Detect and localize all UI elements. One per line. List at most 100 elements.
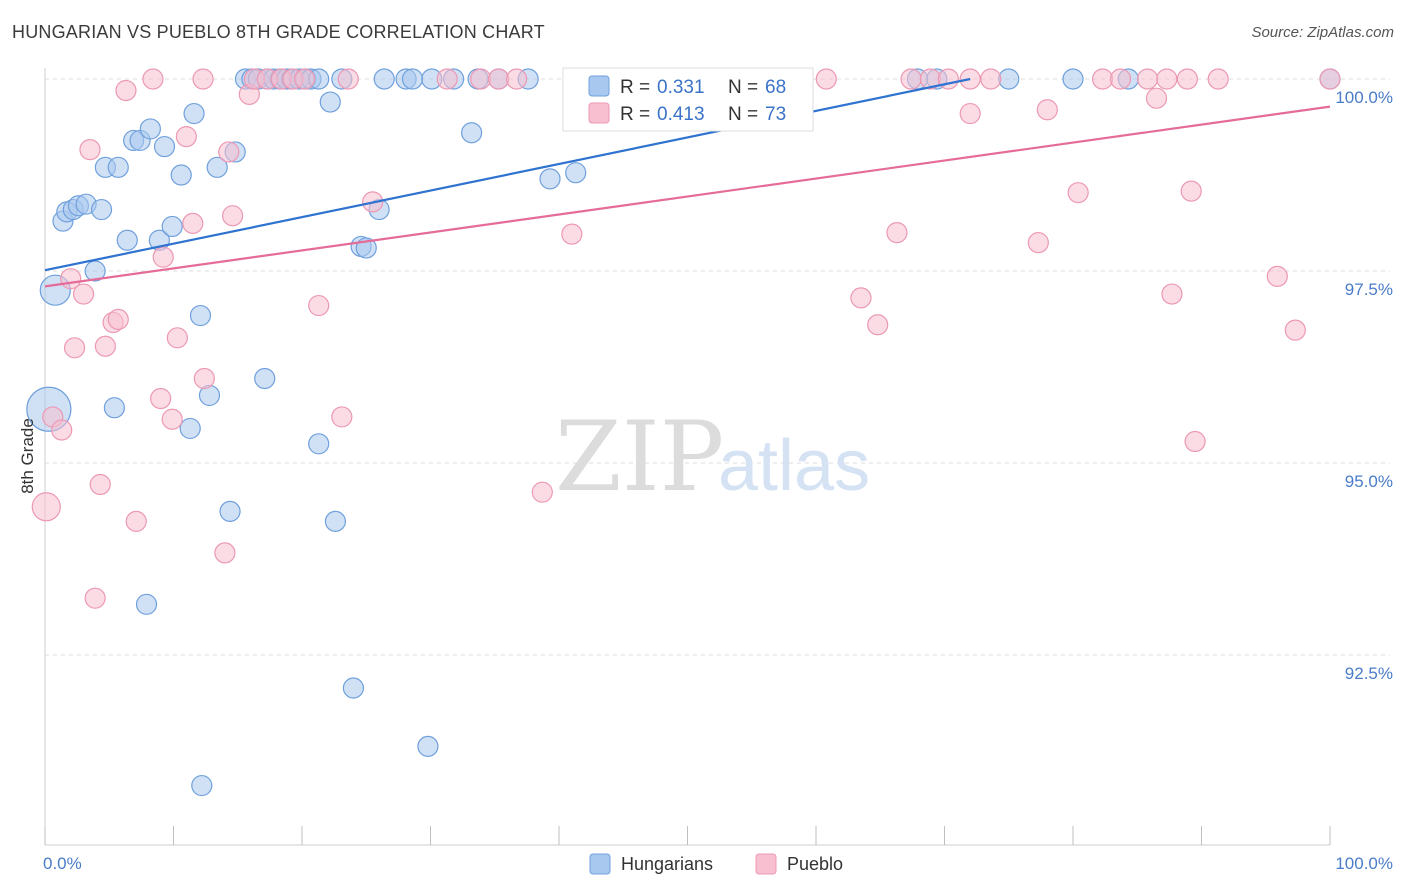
legend-r-label: R =: [620, 77, 650, 98]
hungarians-point: [998, 68, 1020, 90]
pueblo-point: [1161, 283, 1183, 305]
axes: [44, 68, 1331, 846]
pueblo-point: [193, 367, 215, 390]
pueblo-point: [182, 212, 204, 234]
bottom-legend-pueblo: Pueblo: [787, 854, 843, 874]
legend-n-value: 68: [765, 77, 786, 98]
hungarians-point: [189, 304, 212, 327]
pueblo-point: [1184, 430, 1206, 453]
pueblo-point: [1136, 68, 1159, 90]
pueblo-point: [161, 408, 183, 430]
y-tick-label: 97.5%: [1345, 280, 1393, 299]
pueblo-point: [72, 283, 95, 305]
hungarians-point: [565, 162, 587, 184]
pueblo-point: [214, 542, 236, 564]
hungarians-point: [153, 135, 176, 158]
legend-swatch-pueblo: [588, 102, 610, 124]
pueblo-point: [850, 287, 872, 309]
legend-swatch-hungarians: [588, 75, 610, 97]
hungarians-point: [161, 215, 183, 238]
trend-line-pueblo: [44, 105, 1331, 288]
pueblo-point: [63, 337, 86, 359]
pueblo-point: [166, 327, 188, 349]
bottom-legend: Hungarians Pueblo: [589, 853, 843, 875]
hungarians-point: [170, 164, 192, 186]
pueblo-point: [94, 335, 116, 357]
hungarians-point: [1062, 68, 1084, 90]
hungarians-point: [373, 68, 395, 90]
pueblo-point: [1091, 68, 1114, 90]
hungarians-point: [219, 500, 241, 522]
pueblo-point: [222, 205, 244, 227]
pueblo-point: [1036, 99, 1058, 121]
pueblo-point: [1109, 68, 1132, 90]
pueblo-point: [152, 246, 174, 268]
pueblo-point: [150, 387, 172, 410]
pueblo-point: [192, 68, 214, 90]
hungarians-point: [179, 417, 201, 440]
pueblo-point: [1145, 87, 1168, 109]
watermark: ZIP atlas: [555, 401, 870, 513]
pueblo-point: [84, 587, 106, 609]
pueblo-point: [1266, 265, 1288, 287]
pueblo-point: [470, 68, 492, 90]
pueblo-point: [1156, 68, 1178, 90]
pueblo-point: [1176, 68, 1198, 90]
legend-r-value: 0.413: [657, 104, 705, 125]
grid-lines: [45, 78, 1390, 656]
y-tick-label: 92.5%: [1345, 664, 1393, 683]
pueblo-point: [1027, 231, 1049, 254]
pueblo-point: [1207, 68, 1229, 90]
pueblo-point: [1284, 319, 1306, 341]
legend-n-label: N =: [728, 77, 758, 98]
hungarians-point: [254, 367, 276, 390]
pueblo-point: [1067, 182, 1089, 204]
watermark-atlas: atlas: [718, 426, 870, 506]
pueblo-point: [218, 141, 240, 163]
pueblo-point: [125, 510, 147, 532]
pueblo-point: [488, 68, 510, 90]
hungarians-point: [324, 510, 347, 532]
hungarians-point: [342, 677, 364, 699]
pueblo-point: [436, 68, 458, 90]
legend-n-label: N =: [728, 104, 758, 125]
hungarians-point: [461, 122, 483, 144]
pueblo-point: [980, 68, 1002, 90]
hungarians-point: [139, 118, 161, 140]
pueblo-point: [331, 406, 353, 428]
hungarians-point: [107, 156, 129, 178]
hungarians-point: [191, 774, 213, 797]
pueblo-point: [886, 222, 908, 244]
pueblo-point: [115, 79, 137, 102]
pueblo-point: [867, 314, 889, 336]
hungarians-point: [183, 102, 205, 125]
pueblo-point: [107, 308, 129, 330]
source-label: Source: ZipAtlas.com: [1251, 24, 1394, 41]
hungarians-point: [308, 433, 330, 455]
pueblo-point: [815, 68, 837, 90]
pueblo-point: [1180, 180, 1202, 202]
pueblo-point: [959, 102, 981, 125]
pueblo-point: [900, 68, 922, 90]
x-tick-labels: 0.0% 100.0%: [43, 854, 1393, 873]
bottom-legend-hungarians: Hungarians: [621, 854, 713, 874]
pueblo-point: [531, 481, 553, 503]
hungarians-point: [539, 168, 561, 190]
hungarians-point: [135, 593, 158, 615]
y-tick-label: 95.0%: [1345, 472, 1393, 491]
hungarians-point: [116, 229, 138, 251]
hungarians-point: [401, 68, 424, 90]
bottom-legend-swatch-hungarians: [589, 853, 611, 875]
pueblo-point: [308, 294, 330, 317]
pueblo-point: [79, 139, 101, 161]
legend-r-value: 0.331: [657, 77, 705, 98]
x-tick-label: 100.0%: [1335, 854, 1393, 873]
pueblo-point: [175, 126, 197, 148]
pueblo-point: [1319, 68, 1341, 90]
x-tick-label: 0.0%: [43, 854, 82, 873]
pueblo-point: [51, 419, 73, 441]
trend-line-hungarians: [44, 77, 971, 272]
hungarians-point: [84, 260, 106, 282]
legend-r-label: R =: [620, 104, 650, 125]
